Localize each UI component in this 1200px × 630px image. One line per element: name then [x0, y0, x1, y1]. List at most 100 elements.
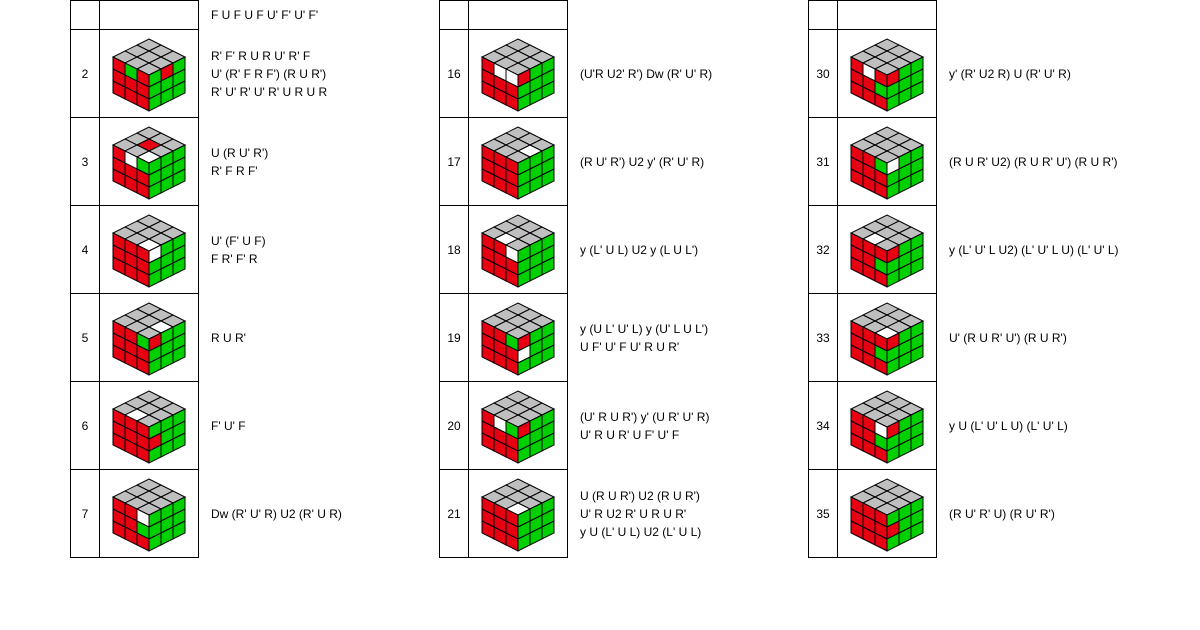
case-number: 17 — [439, 118, 469, 206]
case-number: 6 — [70, 382, 100, 470]
cube-cell — [837, 0, 937, 30]
algorithm-text: y (U L' U' L) y (U' L U L')U F' U' F U' … — [568, 294, 778, 382]
algo-line: F' U' F — [211, 417, 409, 435]
algo-row: 16 (U'R U2' R') Dw (R' U' R) — [439, 30, 778, 118]
algo-line: Dw (R' U' R) U2 (R' U R) — [211, 505, 409, 523]
algorithm-text: y' (R' U2 R) U (R' U' R) — [937, 30, 1147, 118]
cube-cell — [99, 0, 199, 30]
case-number: 32 — [808, 206, 838, 294]
algo-row: 18 y (L' U L) U2 y (L U L') — [439, 206, 778, 294]
algo-line: U (R U' R') — [211, 144, 409, 162]
algo-line: U' (R U R' U') (R U R') — [949, 329, 1147, 347]
algo-line: (U'R U2' R') Dw (R' U' R) — [580, 65, 778, 83]
algorithm-text: (U' R U R') y' (U R' U' R)U' R U R' U F'… — [568, 382, 778, 470]
num-cell — [70, 0, 100, 30]
algorithm-text: y (L' U' L U2) (L' U' L U) (L' U' L) — [937, 206, 1147, 294]
algo-row: 3 U (R U' R')R' F R F' — [70, 118, 409, 206]
case-number: 4 — [70, 206, 100, 294]
algo-line: y (L' U L) U2 y (L U L') — [580, 241, 778, 259]
algorithm-text: U (R U R') U2 (R U R')U' R U2 R' U R U R… — [568, 470, 778, 558]
algo-line: U' R U R' U F' U' F — [580, 426, 778, 444]
case-number: 35 — [808, 470, 838, 558]
case-number: 34 — [808, 382, 838, 470]
case-number: 20 — [439, 382, 469, 470]
algorithm-text: U' (R U R' U') (R U R') — [937, 294, 1147, 382]
algo-line: y U (L' U L) U2 (L' U L) — [580, 523, 778, 541]
num-cell — [808, 0, 838, 30]
cube-diagram — [99, 30, 199, 118]
case-number: 2 — [70, 30, 100, 118]
algo-line: R U R' — [211, 329, 409, 347]
algo-line: R' U' R' U' R' U R U R — [211, 83, 409, 101]
algo-cell — [568, 0, 778, 30]
column-1: F U F U F U' F' U' F' 2 R' F' R U R U' R' … — [70, 0, 409, 630]
algo-row: 20 (U' R U R') y' (U R' U' R)U' R U R' U … — [439, 382, 778, 470]
algo-row: 4 U' (F' U F)F R' F' R — [70, 206, 409, 294]
algo-line: y' (R' U2 R) U (R' U' R) — [949, 65, 1147, 83]
cube-diagram — [99, 382, 199, 470]
cube-diagram — [837, 470, 937, 558]
algo-line: (R U' R' U) (R U' R') — [949, 505, 1147, 523]
case-number: 16 — [439, 30, 469, 118]
algo-cell — [937, 0, 1147, 30]
case-number: 30 — [808, 30, 838, 118]
num-cell — [439, 0, 469, 30]
algo-row: 6 F' U' F — [70, 382, 409, 470]
algorithm-text: R' F' R U R U' R' FU' (R' F R F') (R U R… — [199, 30, 409, 118]
algo-line: R' F' R U R U' R' F — [211, 47, 409, 65]
cube-diagram — [99, 206, 199, 294]
cube-diagram — [837, 382, 937, 470]
cube-diagram — [468, 118, 568, 206]
case-number: 19 — [439, 294, 469, 382]
case-number: 21 — [439, 470, 469, 558]
algo-cell: F U F U F U' F' U' F' — [199, 0, 409, 30]
cube-diagram — [468, 206, 568, 294]
cube-diagram — [99, 294, 199, 382]
column-3: 30 y' (R' U2 R) U (R' U' R) 31 (R U R' U2) … — [808, 0, 1147, 630]
algo-row: 35 (R U' R' U) (R U' R') — [808, 470, 1147, 558]
algo-line: R' F R F' — [211, 162, 409, 180]
cube-diagram — [837, 118, 937, 206]
algo-row: 2 R' F' R U R U' R' FU' (R' F R F') (R U … — [70, 30, 409, 118]
cube-diagram — [99, 118, 199, 206]
cube-diagram — [468, 294, 568, 382]
algorithm-text: R U R' — [199, 294, 409, 382]
cube-diagram — [837, 206, 937, 294]
algo-line: (U' R U R') y' (U R' U' R) — [580, 408, 778, 426]
algo-row: 5 R U R' — [70, 294, 409, 382]
algo-line: U' R U2 R' U R U R' — [580, 505, 778, 523]
case-number: 5 — [70, 294, 100, 382]
cube-diagram — [837, 30, 937, 118]
algorithm-text: F' U' F — [199, 382, 409, 470]
cube-diagram — [468, 470, 568, 558]
algorithm-text: U' (F' U F)F R' F' R — [199, 206, 409, 294]
case-number: 33 — [808, 294, 838, 382]
algo-line: (R U' R') U2 y' (R' U' R) — [580, 153, 778, 171]
cube-diagram — [468, 382, 568, 470]
algo-row: 19 y (U L' U' L) y (U' L U L')U F' U' F U… — [439, 294, 778, 382]
algorithm-text: (U'R U2' R') Dw (R' U' R) — [568, 30, 778, 118]
algo-line: U' (R' F R F') (R U R') — [211, 65, 409, 83]
algorithm-text: U (R U' R')R' F R F' — [199, 118, 409, 206]
case-number: 7 — [70, 470, 100, 558]
algo-row: 32 y (L' U' L U2) (L' U' L U) (L' U' L) — [808, 206, 1147, 294]
column-2: 16 (U'R U2' R') Dw (R' U' R) 17 (R U' R') U… — [439, 0, 778, 630]
case-number: 3 — [70, 118, 100, 206]
case-number: 31 — [808, 118, 838, 206]
algorithm-text: Dw (R' U' R) U2 (R' U R) — [199, 470, 409, 558]
algorithm-text: (R U R' U2) (R U R' U') (R U R') — [937, 118, 1147, 206]
algo-line: y (L' U' L U2) (L' U' L U) (L' U' L) — [949, 241, 1147, 259]
algo-line: U (R U R') U2 (R U R') — [580, 487, 778, 505]
algorithm-text: (R U' R') U2 y' (R' U' R) — [568, 118, 778, 206]
algo-line: y U (L' U' L U) (L' U' L) — [949, 417, 1147, 435]
cube-diagram — [468, 30, 568, 118]
case-number: 18 — [439, 206, 469, 294]
algorithm-text: y U (L' U' L U) (L' U' L) — [937, 382, 1147, 470]
algo-line: (R U R' U2) (R U R' U') (R U R') — [949, 153, 1147, 171]
cube-diagram — [837, 294, 937, 382]
algo-row: 17 (R U' R') U2 y' (R' U' R) — [439, 118, 778, 206]
algo-row: 33 U' (R U R' U') (R U R') — [808, 294, 1147, 382]
algo-row: 7 Dw (R' U' R) U2 (R' U R) — [70, 470, 409, 558]
algo-line: F R' F' R — [211, 250, 409, 268]
algo-row: 30 y' (R' U2 R) U (R' U' R) — [808, 30, 1147, 118]
